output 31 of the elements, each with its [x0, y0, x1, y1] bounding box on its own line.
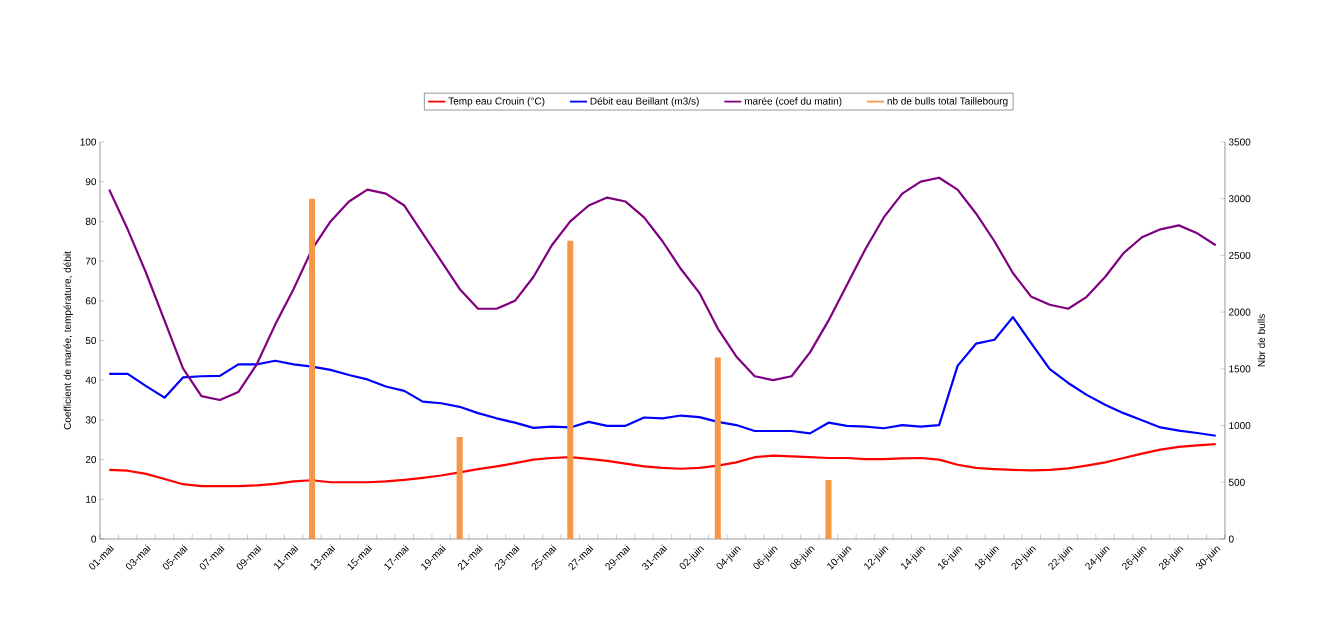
- y-tick-label: 0: [91, 535, 97, 543]
- y2-tick-label: 2000: [1229, 308, 1251, 316]
- y-tick-label: 40: [85, 376, 97, 384]
- y-tick-label: 70: [85, 257, 97, 265]
- y2-tick-label: 1500: [1229, 365, 1251, 373]
- y-tick-label: 30: [85, 416, 97, 424]
- bar: [567, 240, 574, 539]
- bar: [309, 198, 316, 539]
- bar: [825, 480, 832, 539]
- y2-tick-label: 0: [1228, 535, 1234, 543]
- y2-tick-label: 3000: [1228, 195, 1251, 203]
- y2-tick-label: 2500: [1229, 251, 1251, 259]
- bar: [714, 357, 721, 539]
- legend-label: nb de bulls total Taillebourg: [887, 97, 1008, 107]
- y-tick-label: 10: [86, 495, 97, 503]
- legend-label: Débit eau Beillant (m3/s): [590, 97, 699, 107]
- y-tick-label: 80: [85, 217, 97, 225]
- y-tick-label: 90: [85, 178, 97, 186]
- y2-tick-label: 1000: [1229, 422, 1251, 430]
- y2-axis-title: Nbr de bulls: [1257, 314, 1265, 367]
- y-tick-label: 50: [85, 336, 97, 345]
- legend-label: marée (coef du matin): [744, 97, 842, 107]
- bar: [456, 436, 463, 539]
- y-tick-label: 100: [80, 138, 97, 146]
- y2-tick-label: 3500: [1228, 138, 1251, 146]
- y-axis-title: Coefficient de marée, température, débit: [63, 251, 73, 430]
- line-series: [108, 176, 1217, 402]
- legend-label: Temp eau Crouin (°C): [448, 97, 545, 107]
- y-tick-label: 60: [85, 297, 97, 305]
- y-tick-label: 20: [85, 456, 97, 464]
- y2-tick-label: 500: [1228, 478, 1245, 486]
